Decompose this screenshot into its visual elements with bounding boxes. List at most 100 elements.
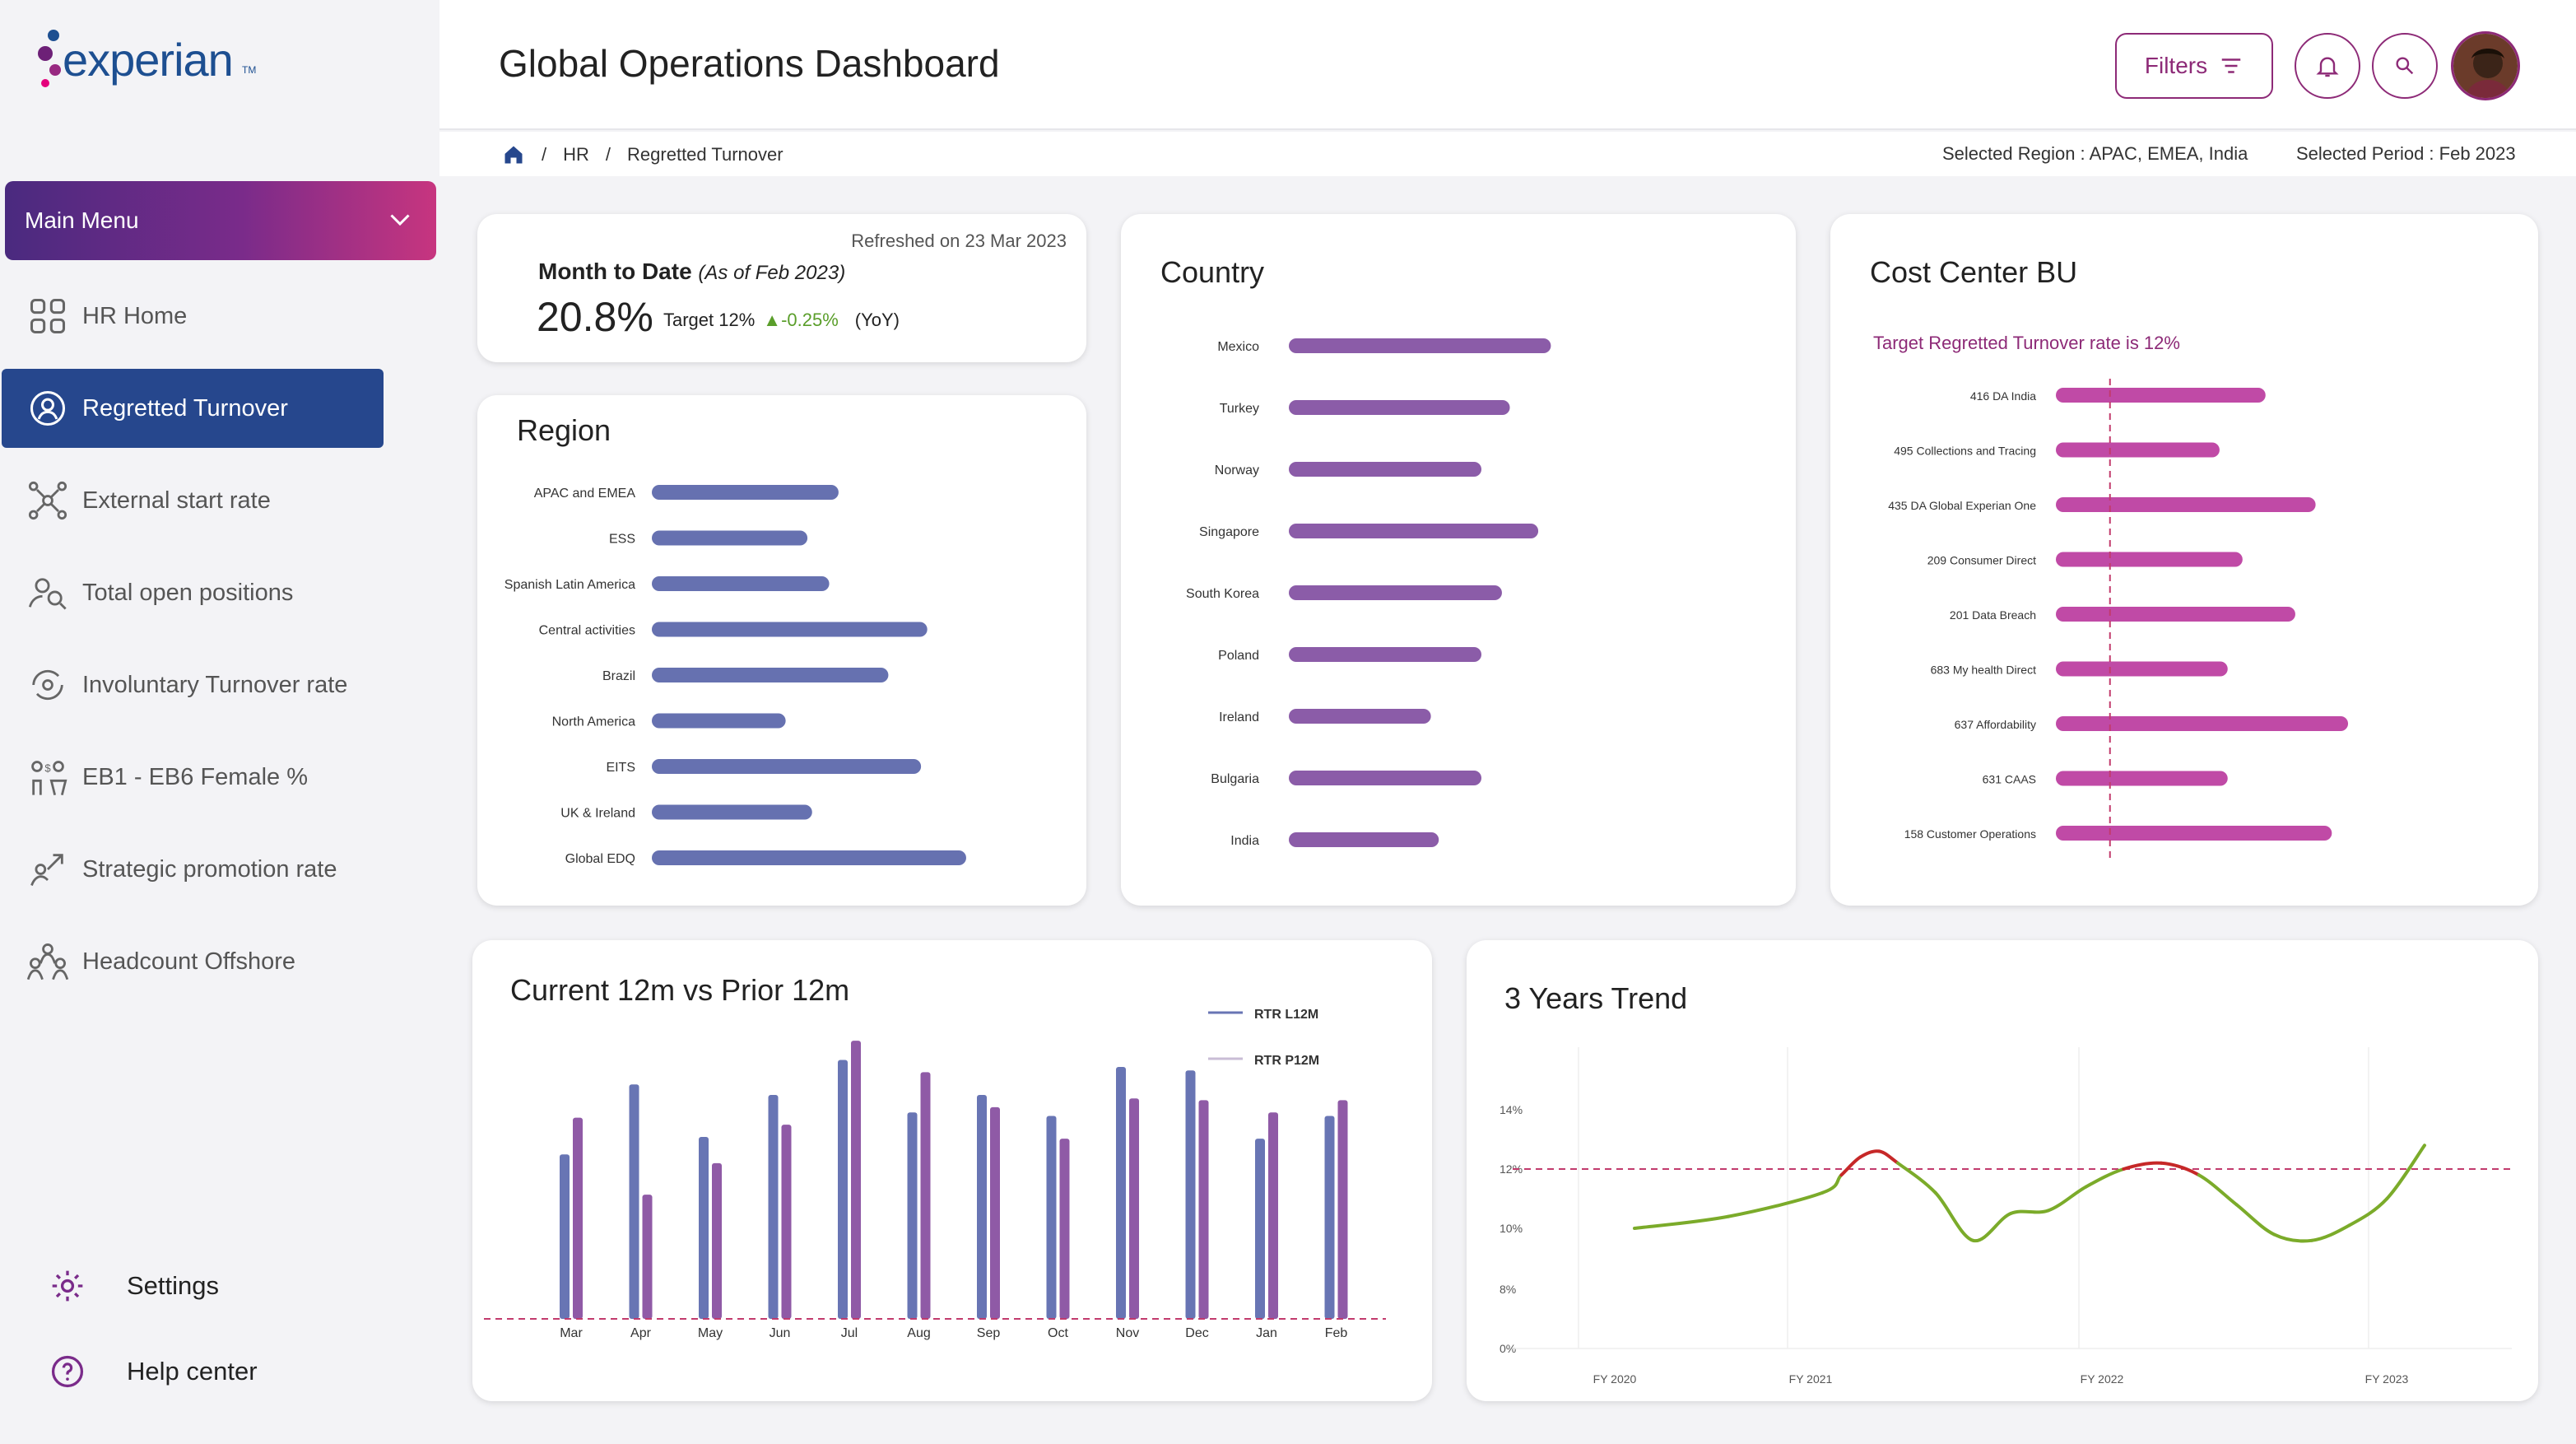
three-year-trend-card: 3 Years Trend 0% 8% 10% 12% 14% FY 2020 FY 202…	[1467, 940, 2538, 1401]
main-menu-toggle[interactable]: Main Menu	[5, 181, 436, 260]
bar	[1289, 338, 1551, 353]
mtd-yoy: (YoY)	[854, 310, 900, 330]
x-tick-label: Jun	[770, 1326, 791, 1340]
bar-l12m	[907, 1112, 918, 1319]
help-center-link[interactable]: Help center	[49, 1353, 258, 1390]
promotion-icon	[30, 854, 63, 886]
top-header: Global Operations Dashboard Filters	[439, 0, 2576, 130]
x-tick-label: Sep	[977, 1326, 1001, 1340]
compare-title: Current 12m vs Prior 12m	[510, 973, 850, 1007]
y-tick-label: 8%	[1500, 1283, 1516, 1296]
bar-l12m	[768, 1095, 779, 1319]
breadcrumb-hr[interactable]: HR	[563, 144, 589, 165]
sidebar-item-headcount-offshore[interactable]: Headcount Offshore	[2, 922, 384, 1001]
bar-p12m	[712, 1162, 722, 1319]
logo-dot	[38, 46, 53, 61]
trend-title: 3 Years Trend	[1504, 981, 1688, 1015]
region-card: Region APAC and EMEA ESS Spanish Latin Ame…	[477, 395, 1086, 906]
trend-line-segment	[1971, 1212, 2013, 1242]
bar-l12m	[1116, 1067, 1126, 1319]
mtd-value: 20.8%	[537, 294, 653, 340]
breadcrumb-bar: / HR / Regretted Turnover Selected Regio…	[439, 132, 2576, 176]
bar-label: ESS	[609, 533, 635, 547]
sidebar: experian TM Main Menu HR Home Regretted …	[0, 0, 439, 1444]
logo-text: experian	[63, 34, 234, 86]
x-tick-label: Aug	[907, 1326, 930, 1340]
x-tick-label: FY 2023	[2365, 1372, 2409, 1386]
network-icon	[28, 481, 67, 520]
bar	[2056, 552, 2243, 567]
mtd-meta: Target 12% ▲-0.25% (YoY)	[663, 310, 900, 331]
logo-dot	[49, 64, 61, 76]
bar	[1289, 832, 1439, 847]
current-vs-prior-card: Current 12m vs Prior 12m RTR L12M RTR P12…	[472, 940, 1432, 1401]
bar	[2056, 497, 2316, 512]
legend-label: RTR L12M	[1254, 1008, 1318, 1022]
home-icon[interactable]	[502, 143, 525, 166]
bar	[1289, 771, 1482, 785]
x-tick-label: Jan	[1256, 1326, 1277, 1340]
trend-line-segment	[2160, 1161, 2201, 1177]
bar	[652, 850, 966, 865]
bar-label: Spanish Latin America	[505, 578, 635, 592]
sidebar-item-strategic-promotion[interactable]: Strategic promotion rate	[2, 830, 384, 909]
notifications-button[interactable]	[2295, 33, 2360, 99]
sidebar-item-regretted-turnover[interactable]: Regretted Turnover	[2, 369, 384, 448]
search-button[interactable]	[2372, 33, 2438, 99]
trend-line-segment	[2309, 1223, 2351, 1242]
settings-link[interactable]: Settings	[49, 1268, 219, 1304]
x-tick-label: Oct	[1048, 1326, 1068, 1340]
x-tick-label: May	[698, 1326, 723, 1340]
bar-p12m	[851, 1041, 861, 1319]
sidebar-item-external-start-rate[interactable]: External start rate	[2, 461, 384, 540]
x-tick-label: Jul	[841, 1326, 858, 1340]
experian-logo[interactable]: experian TM	[38, 25, 268, 99]
avatar[interactable]	[2451, 31, 2520, 100]
x-tick-label: FY 2022	[2081, 1372, 2124, 1386]
logo-dot	[48, 30, 59, 41]
bar	[2056, 388, 2266, 403]
y-tick-label: 10%	[1500, 1222, 1523, 1235]
bar-p12m	[1198, 1100, 1209, 1319]
sidebar-item-hr-home[interactable]: HR Home	[2, 277, 384, 356]
trend-line-segment	[2084, 1167, 2126, 1189]
cost-center-title: Cost Center BU	[1870, 255, 2078, 289]
bar-p12m	[642, 1195, 653, 1319]
sidebar-item-label: Involuntary Turnover rate	[82, 671, 348, 698]
sidebar-item-female-percent[interactable]: $ EB1 - EB6 Female %	[2, 738, 384, 817]
bar-label: Mexico	[1217, 340, 1259, 354]
bar-p12m	[1059, 1139, 1070, 1319]
bar	[2056, 442, 2220, 458]
bar-label: APAC and EMEA	[534, 487, 636, 501]
sidebar-item-involuntary-turnover[interactable]: Involuntary Turnover rate	[2, 645, 384, 724]
country-card: Country Mexico Turkey Norway Singapore South…	[1121, 214, 1796, 906]
bar	[652, 530, 808, 546]
bar-label: Central activities	[539, 624, 635, 638]
selected-period: Selected Period : Feb 2023	[2296, 143, 2516, 164]
trend-line-segment	[2046, 1185, 2088, 1213]
sidebar-item-label: Strategic promotion rate	[82, 855, 337, 883]
bar-label: 435 DA Global Experian One	[1888, 499, 2036, 512]
sidebar-item-label: EB1 - EB6 Female %	[82, 763, 308, 790]
search-icon	[2396, 57, 2414, 75]
bar-l12m	[1324, 1116, 1335, 1319]
sidebar-item-total-open-positions[interactable]: Total open positions	[2, 553, 384, 632]
filter-icon	[2221, 58, 2241, 73]
bar-l12m	[838, 1060, 848, 1319]
country-title: Country	[1160, 255, 1265, 289]
bar-label: South Korea	[1186, 587, 1259, 601]
bar-l12m	[699, 1137, 709, 1319]
bar-label: Poland	[1218, 649, 1259, 663]
bar	[1289, 709, 1431, 724]
trend-line-segment	[1727, 1190, 1825, 1218]
bar	[2056, 607, 2295, 622]
compare-chart: RTR L12M RTR P12M Mar Apr May Jun Jul Aug Sep Oct…	[484, 1008, 1386, 1340]
bar-label: Ireland	[1219, 710, 1259, 724]
filters-button[interactable]: Filters	[2115, 33, 2273, 99]
x-tick-label: Mar	[560, 1326, 583, 1340]
bar	[1289, 524, 1539, 538]
logo-dot	[41, 79, 49, 87]
bar-p12m	[781, 1125, 792, 1319]
bar-label: UK & Ireland	[560, 807, 635, 821]
x-tick-label: Dec	[1185, 1326, 1208, 1340]
